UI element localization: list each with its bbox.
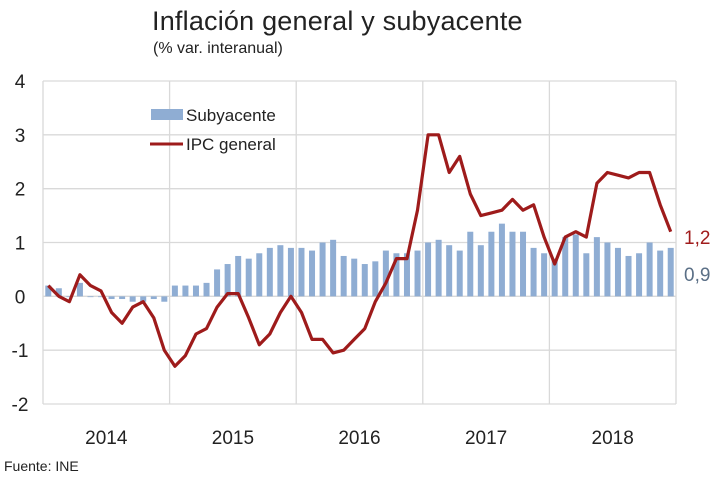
bar [330,239,337,297]
end-label-ipc: 1,2 [684,228,710,249]
bar [498,223,505,297]
bar [446,245,453,297]
x-tick-label: 2017 [465,428,507,449]
bar [488,231,495,297]
bar [572,234,579,297]
chart-title: Inflación general y subyacente [152,6,523,36]
bar [203,282,210,297]
bar [161,296,168,302]
bar [667,247,674,297]
bar [140,296,147,302]
bar [55,288,62,297]
bar [541,253,548,297]
y-tick-label: 2 [15,180,26,201]
bar [351,258,358,297]
bar [319,242,326,297]
bar [129,296,136,302]
bar [214,269,221,297]
bar [287,247,294,297]
line-series [47,133,673,368]
source-note: Fuente: INE [4,458,79,474]
y-tick-label: -2 [12,395,29,416]
bar [235,255,242,297]
legend-label-subyacente: Subyacente [186,106,276,125]
bar [646,242,653,297]
bar [361,264,368,297]
bar [435,239,442,297]
y-tick-label: 0 [15,287,26,308]
bar [393,253,400,297]
bar [382,250,389,297]
ipc-general-line [47,133,673,368]
x-axis-ticks: 2014 2015 2016 2017 2018 [85,428,634,449]
bar [76,282,83,297]
bar [66,296,73,298]
bar [277,245,284,297]
bar [256,253,263,297]
bar [372,261,379,297]
bar [425,242,432,297]
bar [456,250,463,297]
x-tick-label: 2018 [592,428,634,449]
bar [266,247,273,297]
y-axis-ticks: 4 3 2 1 0 -1 -2 [12,72,29,416]
chart-subtitle: (% var. interanual) [153,40,283,57]
bar [340,255,347,297]
y-tick-label: -1 [12,341,29,362]
bar [593,237,600,297]
end-labels: 1,2 0,9 [684,228,710,286]
legend-label-ipc: IPC general [186,135,276,154]
bar [108,296,115,300]
bar [551,258,558,297]
bar [45,285,52,297]
bar [224,264,231,297]
bar [98,296,105,298]
bar [625,255,632,297]
bar [657,250,664,297]
bar [636,253,643,297]
bar [414,250,421,297]
bar [245,258,252,297]
bar [530,247,537,297]
bar [309,250,316,297]
x-tick-label: 2016 [338,428,380,449]
bar [150,296,157,300]
bar [604,242,611,297]
bar [192,285,199,297]
x-tick-label: 2014 [85,428,128,449]
bar [119,296,126,300]
bar [520,231,527,297]
legend: Subyacente IPC general [150,106,276,154]
bar [614,247,621,297]
bar [562,237,569,297]
bar [182,285,189,297]
bar [87,296,94,298]
bar [403,253,410,297]
bar [467,231,474,297]
y-tick-label: 1 [15,234,26,255]
bar [509,231,516,297]
gridlines [42,80,677,405]
bar [477,245,484,297]
bar [171,285,178,297]
end-label-subyacente: 0,9 [684,265,710,286]
bar [583,253,590,297]
x-tick-label: 2015 [212,428,254,449]
legend-swatch-subyacente [151,109,183,120]
subyacente-bars [45,223,674,302]
bar [298,247,305,297]
y-tick-label: 4 [15,72,26,93]
y-tick-label: 3 [15,126,26,147]
